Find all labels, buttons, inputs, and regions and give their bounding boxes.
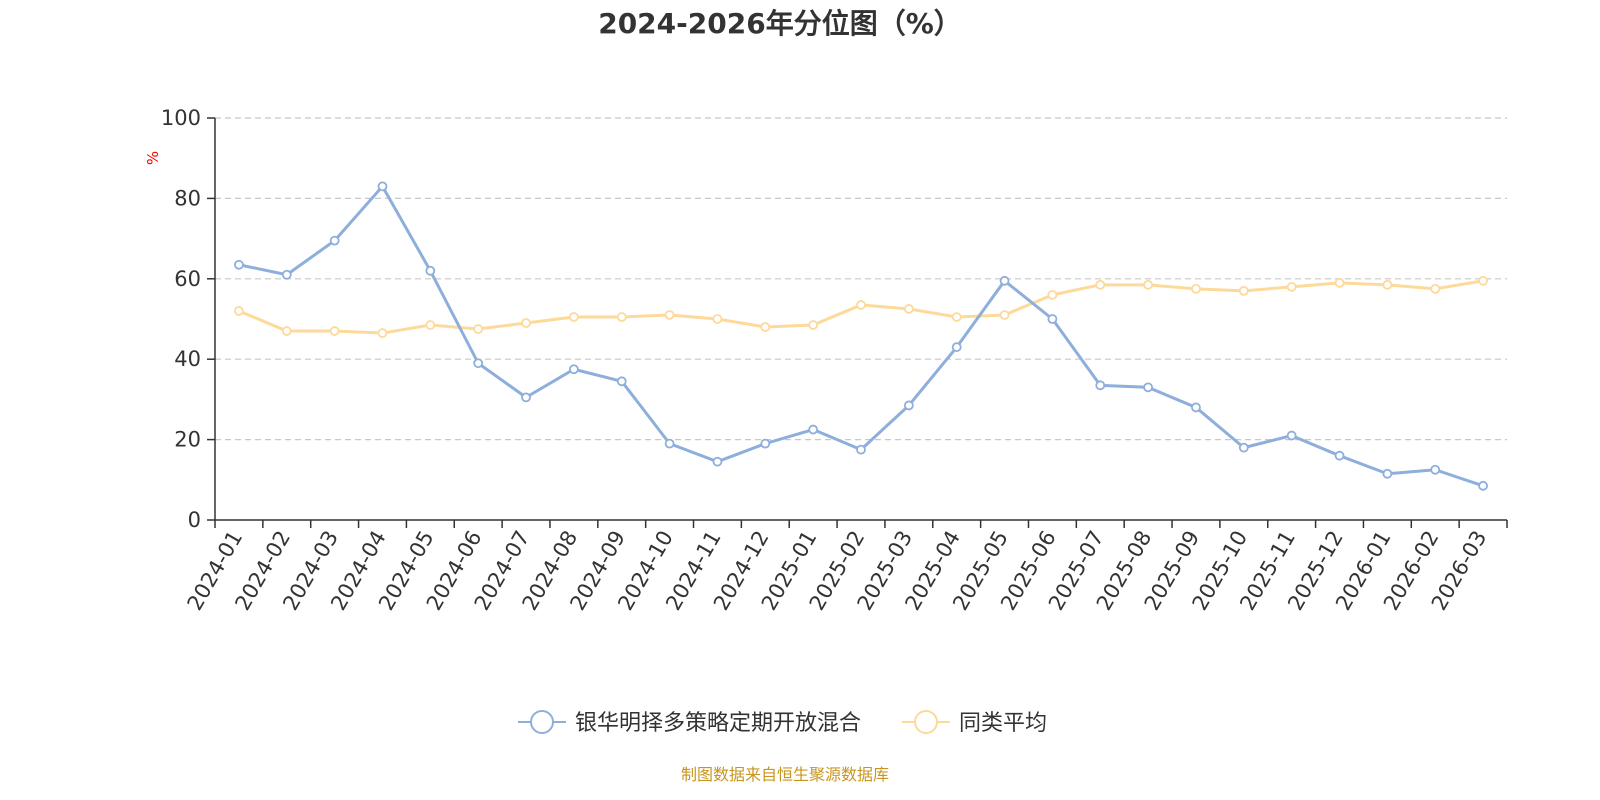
- data-point: [999, 310, 1010, 320]
- data-point: [568, 312, 579, 322]
- legend-label: 同类平均: [959, 711, 1047, 736]
- data-point: [1286, 430, 1297, 441]
- data-point: [903, 304, 914, 314]
- data-point: [425, 265, 436, 276]
- data-point: [1430, 283, 1441, 294]
- data-point: [616, 376, 627, 387]
- data-point: [234, 306, 244, 316]
- chart-title: 2024-2026年分位图（%）: [598, 7, 962, 40]
- data-point: [1047, 289, 1058, 300]
- data-point: [712, 456, 723, 467]
- data-point: [1286, 281, 1297, 292]
- data-point: [664, 438, 675, 449]
- data-point: [281, 269, 292, 280]
- y-axis-unit: %: [144, 151, 162, 165]
- legend-label: 银华明择多策略定期开放混合: [575, 711, 861, 736]
- data-point: [808, 424, 819, 435]
- data-point: [1143, 279, 1154, 290]
- data-point: [1238, 442, 1249, 453]
- series-line: [238, 184, 1484, 488]
- y-tick-label: 20: [174, 428, 201, 452]
- data-point: [1095, 279, 1106, 290]
- legend-item: 银华明择多策略定期开放混合: [518, 710, 861, 736]
- data-point: [521, 318, 531, 328]
- data-point: [473, 324, 484, 334]
- legend-marker: [914, 710, 938, 734]
- data-point: [856, 444, 866, 455]
- data-point: [616, 312, 627, 322]
- legend-marker: [530, 710, 554, 734]
- y-tick-label: 100: [161, 106, 201, 130]
- data-point: [377, 328, 388, 338]
- data-point: [473, 358, 484, 369]
- legend-item: 同类平均: [902, 710, 1047, 736]
- data-point: [1430, 464, 1441, 475]
- data-point: [1047, 314, 1058, 324]
- legend: 银华明择多策略定期开放混合 同类平均: [518, 710, 1047, 736]
- data-point: [568, 364, 579, 375]
- data-point: [903, 400, 914, 411]
- data-point: [808, 320, 819, 330]
- data-point: [1382, 279, 1393, 290]
- data-point: [1334, 277, 1345, 288]
- data-point: [1191, 283, 1201, 294]
- data-point: [1382, 468, 1393, 479]
- series-group: [234, 275, 1488, 338]
- data-point: [234, 259, 244, 270]
- y-tick-label: 80: [174, 186, 201, 210]
- series-group: [234, 181, 1488, 491]
- data-point: [1478, 480, 1488, 491]
- data-point: [1191, 402, 1201, 413]
- data-point: [329, 326, 340, 336]
- grid-lines: [215, 117, 1507, 441]
- data-point: [760, 438, 771, 449]
- data-point: [521, 392, 531, 403]
- data-point: [329, 235, 340, 246]
- data-point: [951, 312, 962, 322]
- data-point: [712, 314, 723, 324]
- data-point: [1478, 275, 1488, 286]
- data-point: [999, 275, 1010, 286]
- y-tick-label: 40: [174, 347, 201, 371]
- data-point: [377, 181, 388, 192]
- data-point: [856, 300, 866, 310]
- data-point: [664, 310, 675, 320]
- y-tick-label: 0: [188, 508, 201, 532]
- data-point: [1238, 285, 1249, 296]
- data-point: [951, 342, 962, 353]
- source-note: 制图数据来自恒生聚源数据库: [681, 765, 889, 784]
- data-point: [281, 326, 292, 336]
- series-lines: [234, 181, 1488, 491]
- y-tick-label: 60: [174, 267, 201, 291]
- data-point: [1095, 380, 1106, 391]
- data-point: [1334, 450, 1345, 461]
- data-point: [1143, 382, 1154, 393]
- axes: 0204060801002024-012024-022024-032024-04…: [161, 106, 1508, 614]
- data-point: [425, 320, 436, 330]
- data-point: [760, 322, 771, 332]
